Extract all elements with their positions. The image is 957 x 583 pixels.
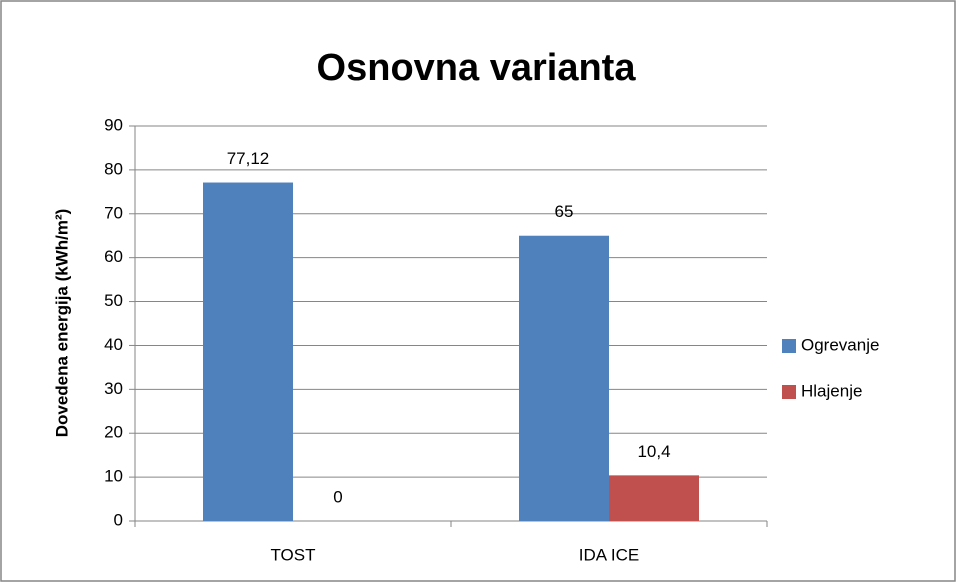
value-label: 10,4	[637, 442, 670, 461]
legend-label: Hlajenje	[801, 381, 862, 400]
legend-label: Ogrevanje	[801, 335, 879, 354]
bar	[203, 182, 293, 522]
legend-swatch	[782, 339, 796, 353]
y-axis-label: Dovedena energija (kWh/m²)	[52, 209, 71, 438]
y-tick-label: 50	[104, 291, 123, 310]
bar	[519, 235, 609, 521]
x-tick-label: TOST	[270, 545, 315, 564]
y-tick-label: 0	[114, 510, 123, 529]
y-tick-label: 60	[104, 247, 123, 266]
y-tick-label: 90	[104, 115, 123, 134]
y-tick-label: 30	[104, 379, 123, 398]
y-tick-label: 40	[104, 335, 123, 354]
legend-swatch	[782, 385, 796, 399]
value-label: 0	[333, 487, 342, 506]
y-tick-label: 80	[104, 159, 123, 178]
y-tick-label: 20	[104, 423, 123, 442]
x-tick-label: IDA ICE	[579, 545, 639, 564]
value-label: 65	[555, 202, 574, 221]
y-tick-label: 70	[104, 203, 123, 222]
value-label: 77,12	[227, 149, 270, 168]
y-tick-label: 10	[104, 467, 123, 486]
bar	[609, 475, 699, 521]
chart-title: Osnovna varianta	[317, 47, 637, 89]
